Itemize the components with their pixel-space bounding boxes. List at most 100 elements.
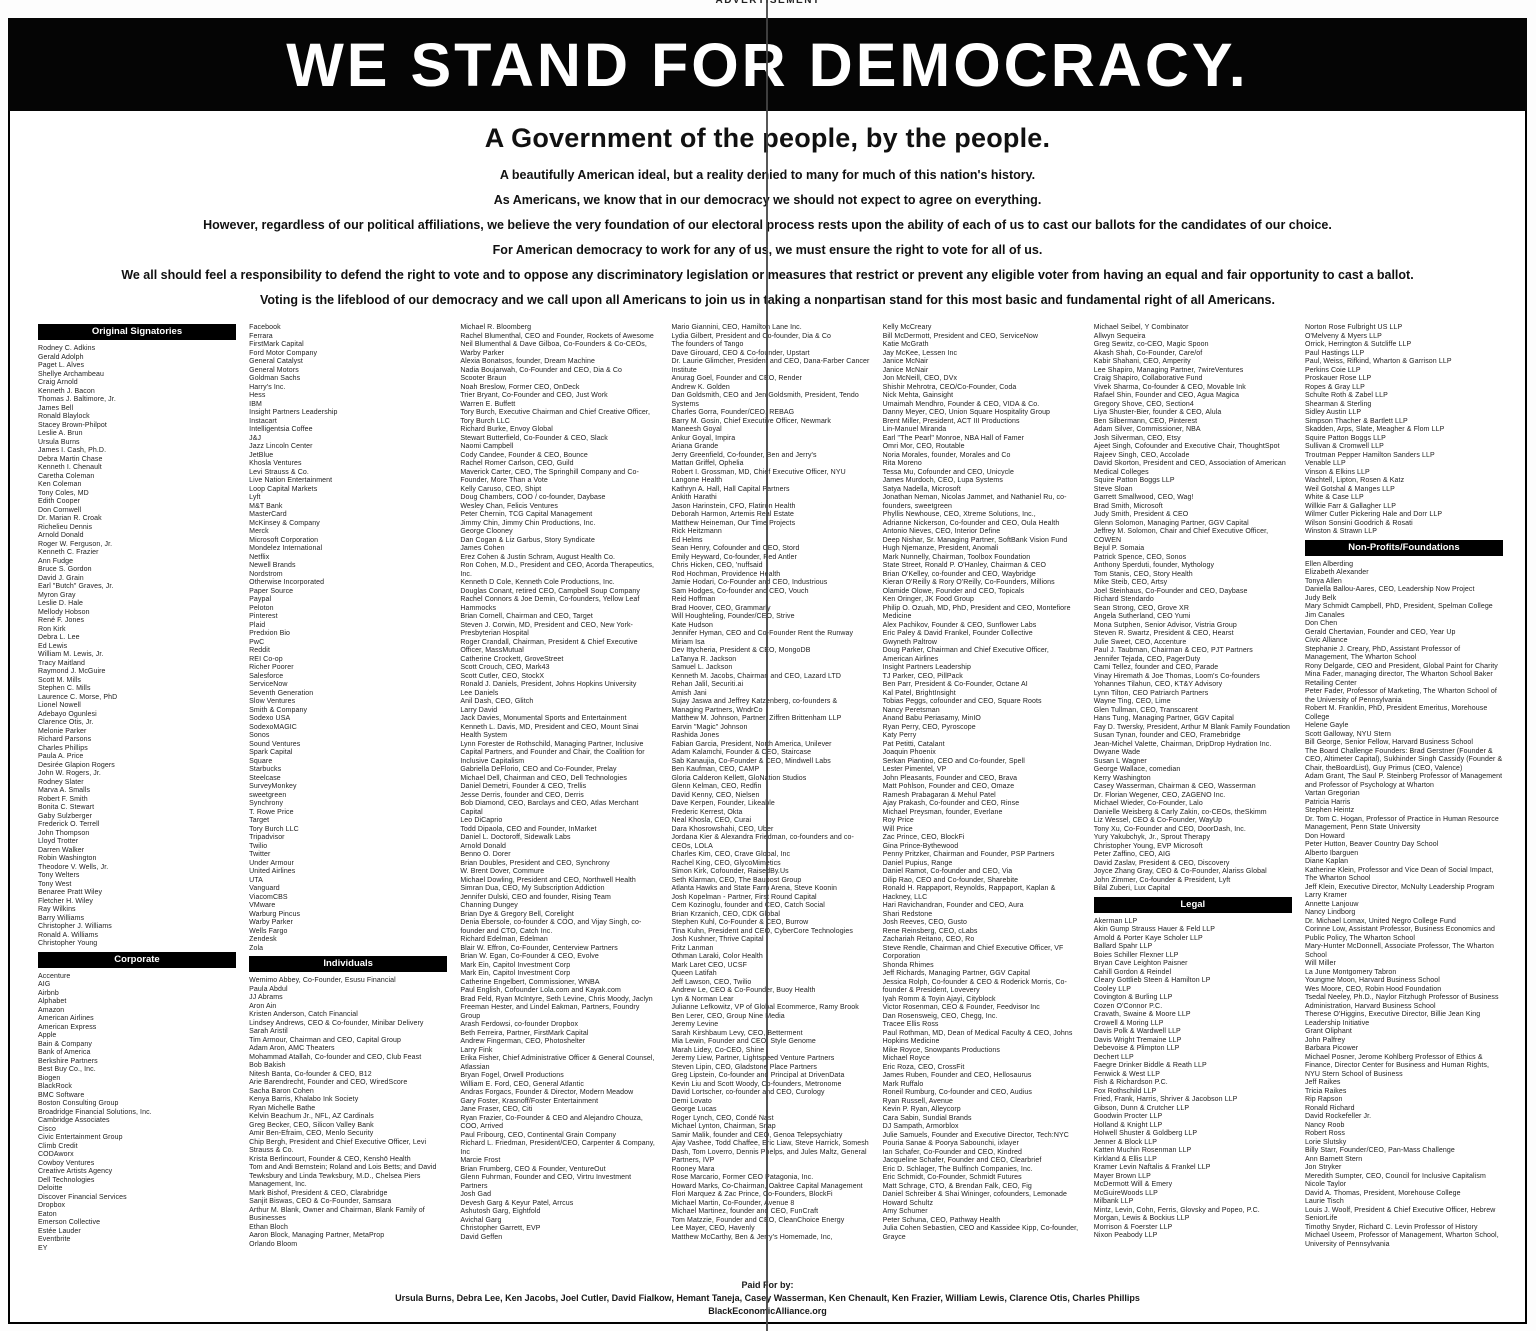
signatory-entry: Kal Patel, BrightInsight: [882, 689, 956, 697]
signatory-entry: Ashutosh Garg, Eightfold: [460, 1208, 541, 1215]
signatory-column: Kelly McCreary Bill McDermott, President …: [883, 324, 1081, 1253]
signatory-entry: Dr. Tom C. Hogan, Professor of Practice …: [1304, 815, 1499, 832]
signatory-entry: Leslie D. Hale: [38, 600, 83, 607]
signatory-entry: Paypal: [249, 596, 272, 603]
signatory-entry: Michael Martinez, founder and CEO, FunCr…: [671, 1208, 819, 1215]
signatory-entry: Casey Wasserman, Chairman & CEO, Wasserm…: [1093, 783, 1256, 790]
signatory-entry: Vinay Hiremath & Joe Thomas, Loom's Co-f…: [1093, 672, 1260, 680]
signatory-entry: Hugh Njemanze, President, Anomali: [882, 545, 999, 552]
signatory-entry: Lorie Slutsky: [1304, 1138, 1347, 1146]
signatory-entry: Satya Nadella, Microsoft: [882, 485, 961, 493]
signatory-entry: Adam Kalamchi, Founder & CEO, Staircase: [671, 749, 812, 756]
signatory-entry: Nicole Taylor: [1304, 1181, 1347, 1188]
signatory-entry: Shellye Archambeau: [38, 370, 105, 378]
signatory-entry: Emily Heyward, Co-founder, Red Antler: [671, 553, 797, 561]
signatory-entry: John W. Rogers, Jr.: [38, 770, 101, 777]
signatory-entry: Douglas Conant, retired CEO, Campbell So…: [460, 587, 641, 595]
signatory-entry: Mark Ein, Capitol Investment Corp: [460, 961, 571, 969]
signatory-entry: Tonya Allen: [1304, 577, 1342, 585]
signatory-entry: Wayne Ting, CEO, Lime: [1093, 698, 1171, 705]
signatory-entry: Peter Schuna, CEO, Pathway Health: [882, 1216, 1001, 1224]
signatory-entry: Phyllis Newhouse, CEO, Xtreme Solutions,…: [882, 511, 1036, 518]
signatory-entry: Kerry Washington: [1093, 774, 1151, 782]
signatory-entry: Lynn Forester de Rothschild, Managing Pa…: [460, 740, 645, 765]
signatory-entry: Brad Hoover, CEO, Grammarly: [671, 604, 771, 612]
signatory-entry: Stacey Brown-Philpot: [38, 421, 107, 429]
signatory-entry: Corinne Low, Assistant Professor, Busine…: [1304, 926, 1495, 942]
signatory-entry: Kabir Shahani, CEO, Amperity: [1093, 358, 1191, 365]
signatory-entry: Bob Diamond, CEO, Barclays and CEO, Atla…: [460, 800, 639, 816]
signatory-entry: Dr. Marian R. Croak: [38, 515, 102, 522]
signatory-entry: Dave Girouard, CEO & Co-founder, Upstart: [671, 349, 810, 357]
signatory-entry: Rose Marcario, Former CEO Patagonia, Inc…: [671, 1174, 814, 1181]
signatory-entry: Janice McNair: [882, 358, 929, 365]
signatory-entry: Mike Steib, CEO, Artsy: [1093, 579, 1168, 586]
signatory-entry: Steve Rendle, Chairman and Chief Executi…: [882, 944, 1064, 961]
signatory-entry: Broadridge Financial Solutions, Inc.: [38, 1108, 152, 1116]
signatory-entry: Arthur M. Blank, Owner and Chairman, Bla…: [249, 1206, 425, 1223]
signatory-entry: Rehan Jalil, Securiti.ai: [671, 681, 744, 688]
newspaper-fold-line: [766, 0, 768, 1331]
signatory-entry: Tory Burch, Executive Chairman and Chief…: [460, 409, 651, 425]
signatory-entry: Neil Blumenthal & Dave Gilboa, Co-Founde…: [460, 341, 647, 357]
signatory-entry: Lloyd Trotter: [38, 838, 79, 845]
signatory-entry: Helene Gayle: [1304, 722, 1349, 729]
signatory-entry: Troutman Pepper Hamilton Sanders LLP: [1304, 451, 1435, 459]
signatory-entry: Pouria Sanae & Poorya Sabounchi, ixlayer: [882, 1140, 1019, 1147]
signatory-entry: Shearman & Sterling: [1304, 400, 1372, 408]
signatory-entry: Adam Aron, AMC Theaters: [249, 1045, 335, 1052]
signatory-entry: Bryan Cave Leighton Paisner: [1093, 960, 1188, 967]
signatory-entry: Anthony Sperduti, founder, Mythology: [1093, 562, 1215, 569]
signatory-entry: Wilson Sonsini Goodrich & Rosati: [1304, 519, 1413, 527]
signatory-entry: CODAworx: [38, 1151, 74, 1158]
signatory-entry: SurveyMonkey: [249, 783, 297, 790]
signatory-entry: John Pleasants, Founder and CEO, Brava: [882, 774, 1018, 782]
signatory-entry: Discover Financial Services: [38, 1193, 127, 1201]
signatory-entry: Alexia Bonatsos, founder, Dream Machine: [460, 358, 595, 365]
signatory-entry: Mark Bishof, President & CEO, Clarabridg…: [249, 1189, 388, 1197]
signatory-entry: Fox Rothschild LLP: [1093, 1087, 1157, 1095]
signatory-entry: Leslie A. Brun: [38, 430, 83, 437]
signatory-entry: Dan Cogan & Liz Garbus, Story Syndicate: [460, 536, 595, 544]
signatory-entry: Kenneth D Cole, Kenneth Cole Productions…: [460, 579, 615, 586]
signatory-entry: Crowell & Moring LLP: [1093, 1019, 1164, 1027]
signatory-entry: Willkie Farr & Gallagher LLP: [1304, 502, 1397, 510]
signatory-entry: Wachtell, Lipton, Rosen & Katz: [1304, 477, 1405, 484]
signatory-entry: Will Miller: [1304, 960, 1336, 967]
signatory-column: Michael Seibel, Y Combinator Allwyn Seque…: [1093, 324, 1292, 1253]
signatory-entry: Fenwick & West LLP: [1093, 1070, 1161, 1078]
signatory-entry: Sarah Kirshbaum Levy, CEO, Betterment: [671, 1029, 803, 1037]
signatory-entry: Philip O. Ozuah, MD, PhD, President and …: [882, 604, 1071, 621]
signatory-entry: Cami Tellez, founder and CEO, Parade: [1093, 664, 1219, 671]
signatory-entry: Holwell Shuster & Goldberg LLP: [1093, 1130, 1198, 1137]
signatory-entry: Cem Kozinoglu, founder and CEO, Catch So…: [671, 902, 825, 909]
signatory-entry: Michael Dowling, President and CEO, Nort…: [460, 876, 636, 884]
signatory-entry: Jacqueline Schafer, Founder and CEO, Cle…: [882, 1157, 1042, 1164]
signatory-entry: Bob Bakish: [249, 1062, 286, 1069]
signatory-entry: McGuireWoods LLP: [1093, 1189, 1158, 1197]
signatory-entry: Charles Gorra, Founder/CEO, REBAG: [671, 409, 795, 416]
signatory-entry: Merck: [249, 528, 269, 535]
signatory-entry: Desirée Glapion Rogers: [38, 761, 115, 769]
signatory-entry: Aron Ain: [249, 1002, 277, 1010]
signatory-entry: Ron Cohen, M.D., President and CEO, Acor…: [460, 562, 655, 578]
signatory-entry: Janice McNair: [882, 366, 929, 374]
signatory-entry: Craig Shapiro, Collaborative Fund: [1093, 375, 1203, 382]
signatory-entry: Omri Mor, CEO, Routable: [882, 443, 965, 450]
signatory-entry: Squire Patton Boggs LLP: [1304, 434, 1386, 442]
signatory-entry: Melonie Parker: [38, 727, 87, 735]
signatory-entry: Boston Consulting Group: [38, 1100, 119, 1107]
signatory-entry: American Express: [38, 1023, 97, 1031]
signatory-entry: Tracy Maitland: [38, 659, 86, 667]
signatory-entry: Jon McNeill, CEO, DVx: [882, 375, 958, 382]
signatory-entry: Robin Washington: [38, 855, 97, 862]
signatory-entry: Alphabet: [38, 998, 67, 1005]
signatory-entry: Amish Jani: [671, 689, 707, 697]
signatory-entry: Paul, Weiss, Rifkind, Wharton & Garrison…: [1304, 358, 1452, 365]
signatory-entry: Newell Brands: [249, 562, 296, 569]
signatory-entry: Channing Dungey: [460, 902, 518, 909]
signatory-entry: Adam Silver, Commissioner, NBA: [1093, 426, 1201, 433]
signatory-entry: Climb Credit: [38, 1142, 78, 1150]
signatory-entry: Skadden, Arps, Slate, Meagher & Flom LLP: [1304, 426, 1445, 433]
signatory-entry: Garrett Smallwood, CEO, Wag!: [1093, 494, 1194, 501]
